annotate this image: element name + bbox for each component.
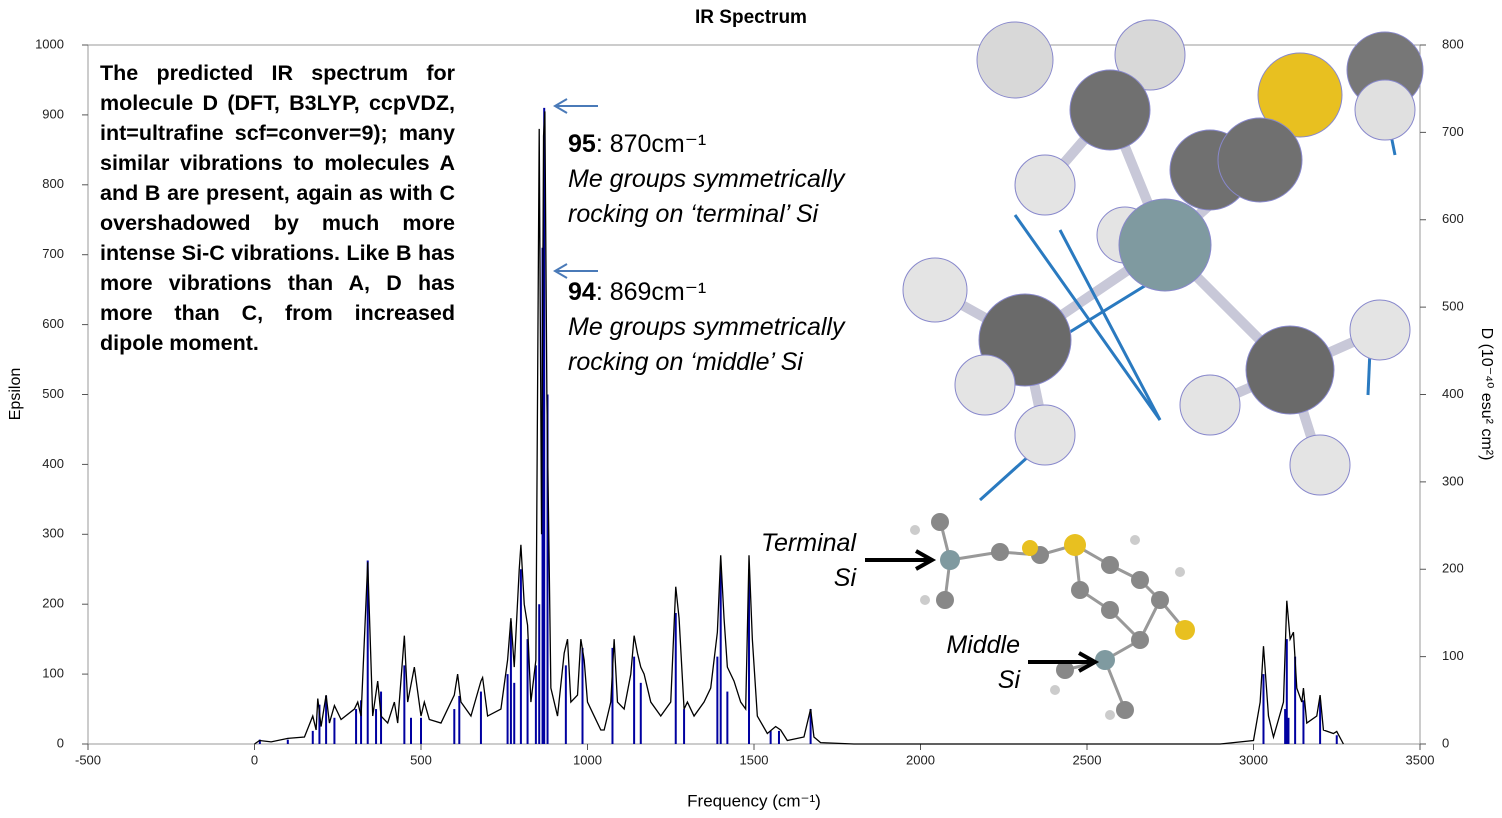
- y-tick-label: 0: [57, 735, 64, 750]
- y2-tick-label: 200: [1442, 561, 1464, 576]
- y2-tick-label: 0: [1442, 735, 1449, 750]
- molecule-overview: [910, 513, 1195, 720]
- peak-number: 95: [568, 130, 596, 158]
- molecule-closeup: [902, 19, 1424, 502]
- y2-axis-label: D (10⁻⁴⁰ esu² cm²): [1478, 328, 1495, 461]
- label-line: Si: [833, 564, 856, 592]
- x-tick-label: 1500: [740, 752, 769, 767]
- peak-description: rocking on ‘terminal’ Si: [568, 200, 819, 228]
- label-line: Si: [997, 666, 1020, 694]
- pointer-arrows: [553, 98, 1100, 673]
- spectrum-line: [254, 111, 1344, 745]
- x-tick-label: 3500: [1406, 752, 1435, 767]
- y2-tick-label: 400: [1442, 386, 1464, 401]
- x-tick-label: 2500: [1073, 752, 1102, 767]
- y-tick-label: 900: [42, 106, 64, 121]
- y-tick-label: 200: [42, 596, 64, 611]
- y2-tick-label: 700: [1442, 124, 1464, 139]
- x-tick-label: 0: [251, 752, 258, 767]
- peak-description: rocking on ‘middle’ Si: [568, 348, 803, 376]
- peak-number: 94: [568, 278, 596, 306]
- x-tick-label: 1000: [573, 752, 602, 767]
- peak-label: : 869cm⁻¹: [595, 278, 707, 306]
- y-tick-label: 600: [42, 316, 64, 331]
- x-tick-label: 3000: [1239, 752, 1268, 767]
- y-tick-label: 1000: [35, 36, 64, 51]
- chart-title: IR Spectrum: [695, 7, 807, 28]
- annotation-peak-94: 94: 869cm⁻¹ Me groups symmetrically rock…: [568, 275, 844, 380]
- peak-label: : 870cm⁻¹: [595, 130, 707, 158]
- middle-si-label: Middle Si: [920, 628, 1020, 698]
- y-tick-label: 400: [42, 456, 64, 471]
- description: The predicted IR spectrum for molecule D…: [100, 61, 455, 355]
- y2-tick-label: 300: [1442, 473, 1464, 488]
- peak-description: Me groups symmetrically: [568, 313, 845, 341]
- x-tick-label: 2000: [906, 752, 935, 767]
- y-axis-label: Epsilon: [7, 368, 24, 420]
- label-line: Terminal: [761, 529, 856, 557]
- label-line: Middle: [946, 631, 1020, 659]
- annotation-peak-95: 95: 870cm⁻¹ Me groups symmetrically rock…: [568, 127, 844, 232]
- y2-tick-label: 600: [1442, 211, 1464, 226]
- terminal-si-label: Terminal Si: [740, 526, 856, 596]
- y2-tick-label: 800: [1442, 36, 1464, 51]
- y-tick-label: 500: [42, 386, 64, 401]
- x-tick-label: -500: [75, 752, 101, 767]
- y-tick-label: 700: [42, 246, 64, 261]
- peak-description: Me groups symmetrically: [568, 165, 845, 193]
- x-axis-label: Frequency (cm⁻¹): [687, 791, 821, 810]
- y2-tick-label: 500: [1442, 299, 1464, 314]
- y-tick-label: 800: [42, 176, 64, 191]
- y-tick-label: 300: [42, 526, 64, 541]
- y2-tick-label: 100: [1442, 648, 1464, 663]
- y-tick-label: 100: [42, 666, 64, 681]
- x-tick-label: 500: [410, 752, 432, 767]
